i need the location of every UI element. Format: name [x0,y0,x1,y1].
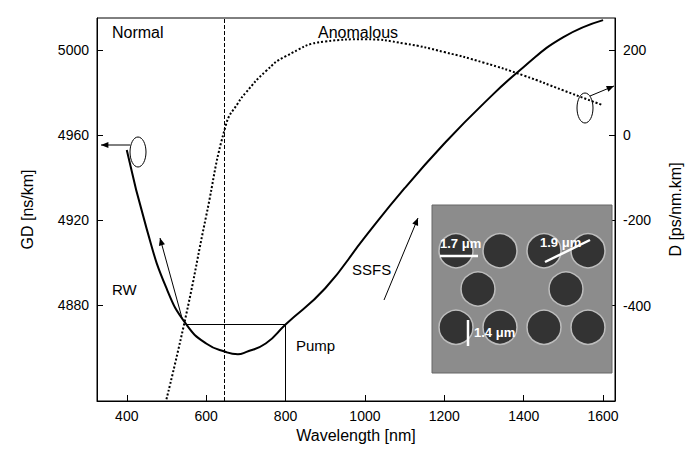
svg-text:400: 400 [115,408,139,424]
svg-text:Wavelength [nm]: Wavelength [nm] [296,427,415,444]
svg-text:0: 0 [623,127,631,143]
svg-text:1200: 1200 [429,408,460,424]
svg-text:SSFS: SSFS [352,261,391,278]
svg-text:4960: 4960 [58,127,89,143]
svg-text:1400: 1400 [508,408,539,424]
svg-text:4920: 4920 [58,212,89,228]
svg-text:-400: -400 [623,298,651,314]
svg-text:RW: RW [112,281,138,298]
svg-text:5000: 5000 [58,42,89,58]
svg-text:1.9 μm: 1.9 μm [540,235,581,250]
svg-text:Pump: Pump [296,337,335,354]
svg-text:1.4 μm: 1.4 μm [474,325,515,340]
svg-text:200: 200 [623,42,647,58]
svg-text:600: 600 [194,408,218,424]
svg-text:4880: 4880 [58,297,89,313]
svg-text:1000: 1000 [349,408,380,424]
svg-text:Anomalous: Anomalous [318,24,398,41]
svg-text:GD [ns/km]: GD [ns/km] [19,169,36,249]
svg-text:1600: 1600 [588,408,619,424]
svg-text:1.7 μm: 1.7 μm [440,236,481,251]
svg-text:-200: -200 [623,212,651,228]
svg-text:Normal: Normal [112,24,164,41]
svg-text:800: 800 [274,408,298,424]
svg-text:D [ps/nm.km]: D [ps/nm.km] [667,162,684,256]
